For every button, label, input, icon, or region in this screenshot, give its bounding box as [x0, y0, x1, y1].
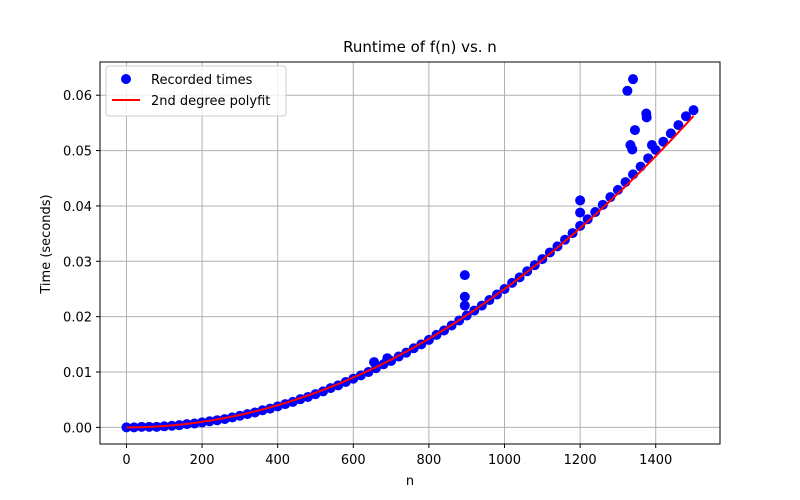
scatter-point: [575, 195, 586, 206]
scatter-point: [459, 270, 470, 281]
x-tick-label: 0: [122, 453, 130, 468]
y-tick-label: 0.06: [63, 89, 92, 104]
scatter-point: [643, 153, 654, 164]
scatter-points: [121, 74, 699, 433]
scatter-point: [459, 291, 470, 302]
chart-title: Runtime of f(n) vs. n: [343, 38, 497, 56]
scatter-point: [575, 220, 586, 231]
grid: [100, 62, 720, 444]
y-tick-label: 0.02: [63, 311, 92, 326]
scatter-point: [590, 207, 601, 218]
scatter-point: [629, 125, 640, 136]
plot-frame: [99, 61, 721, 445]
legend-marker-recorded-times: [121, 74, 131, 84]
x-tick-label: 1000: [488, 453, 521, 468]
scatter-point: [575, 207, 586, 218]
x-tick-label: 1200: [564, 453, 597, 468]
x-tick-label: 600: [341, 453, 366, 468]
x-tick-label: 1400: [639, 453, 672, 468]
y-tick-label: 0.03: [63, 255, 92, 270]
scatter-point: [673, 120, 684, 131]
scatter-point: [646, 140, 657, 151]
polyfit-line-layer: [126, 115, 695, 429]
y-tick-label: 0.00: [63, 421, 92, 436]
y-tick-label: 0.04: [63, 200, 92, 215]
x-axis-label: n: [406, 474, 414, 489]
x-tick-label: 200: [190, 453, 215, 468]
y-axis-label: Time (seconds): [39, 194, 54, 294]
scatter-point: [628, 74, 639, 85]
scatter-point: [597, 199, 608, 210]
legend-label-recorded-times: Recorded times: [151, 73, 253, 88]
scatter-point: [665, 128, 676, 139]
scatter-point: [658, 136, 669, 147]
axis-ticks: 0 200 400 600 800 1000 1200 1400 0.00 0.01 0.02 0.0…: [63, 89, 672, 468]
legend: Recorded times 2nd degree polyfit: [105, 65, 287, 117]
scatter-point: [582, 214, 593, 225]
x-tick-label: 800: [416, 453, 441, 468]
polyfit-line: [126, 115, 695, 429]
scatter-point: [459, 300, 470, 311]
y-tick-label: 0.05: [63, 145, 92, 160]
legend-box: [105, 65, 287, 117]
scatter-point: [680, 111, 691, 122]
scatter-point: [369, 357, 380, 368]
x-tick-label: 400: [265, 453, 290, 468]
scatter-point: [688, 105, 699, 116]
scatter-point: [641, 112, 652, 123]
y-tick-label: 0.01: [63, 366, 92, 381]
scatter-point: [627, 144, 638, 155]
legend-label-polyfit: 2nd degree polyfit: [151, 94, 270, 109]
scatter-point: [622, 85, 633, 96]
